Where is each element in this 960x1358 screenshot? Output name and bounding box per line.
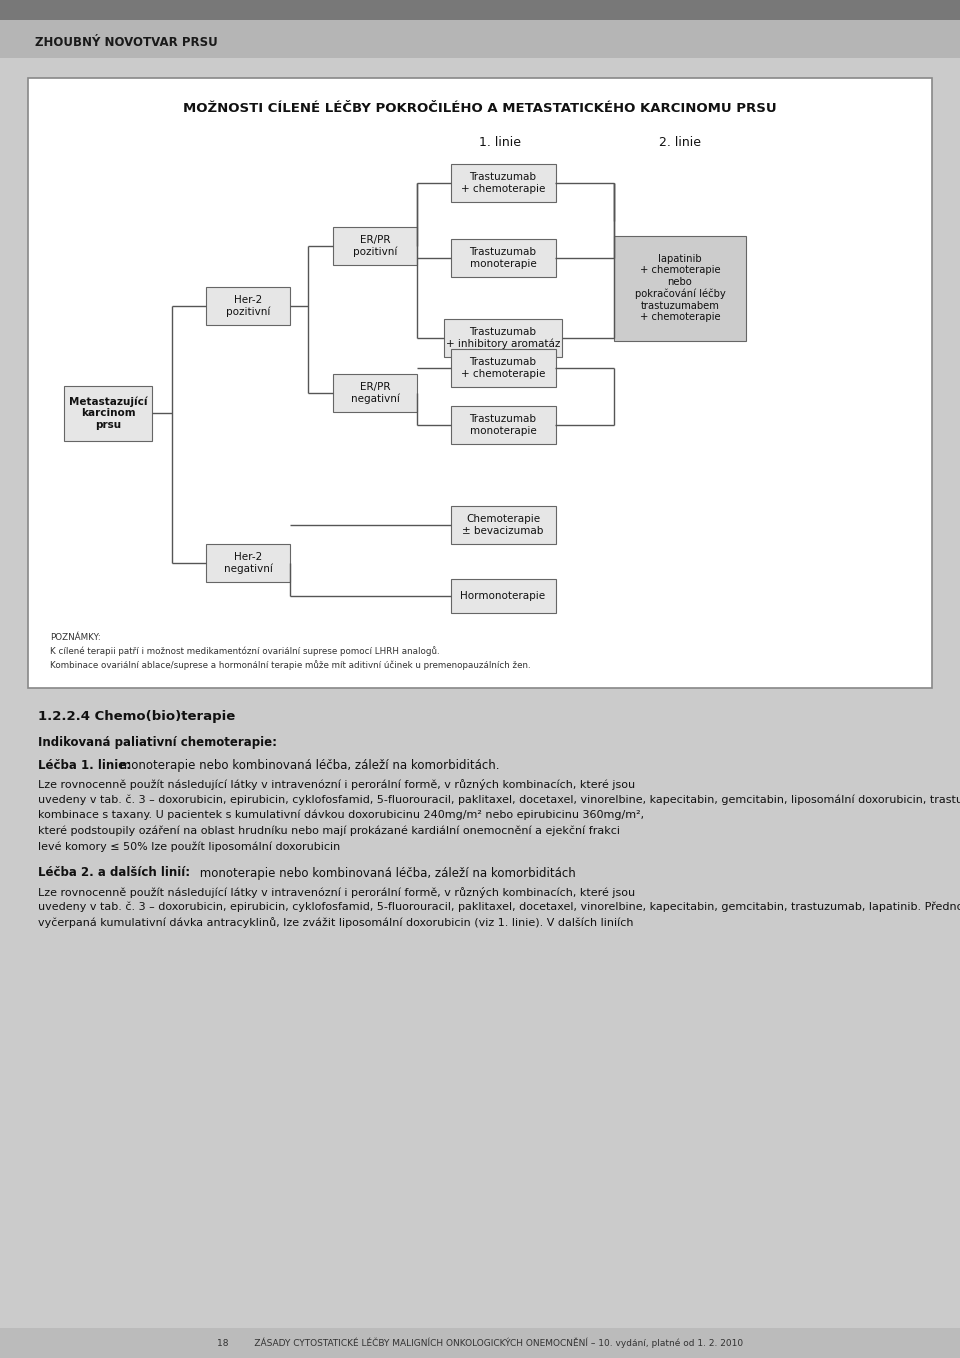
Bar [450, 507, 556, 545]
Text: Indikovaná paliativní chemoterapie:: Indikovaná paliativní chemoterapie: [38, 736, 277, 750]
Text: levé komory ≤ 50% lze použít liposomální doxorubicin: levé komory ≤ 50% lze použít liposomální… [38, 841, 340, 851]
Bar [333, 373, 417, 411]
Text: ER/PR
pozitivní: ER/PR pozitivní [353, 235, 397, 257]
Text: Chemoterapie
± bevacizumab: Chemoterapie ± bevacizumab [463, 515, 543, 536]
Text: Léčba 1. linie:: Léčba 1. linie: [38, 759, 132, 771]
Text: 1.2.2.4 Chemo(bio)terapie: 1.2.2.4 Chemo(bio)terapie [38, 710, 235, 722]
Bar [333, 227, 417, 265]
Text: Her-2
negativní: Her-2 negativní [224, 551, 273, 574]
Text: Léčba 2. a dalších linií:: Léčba 2. a dalších linií: [38, 866, 190, 880]
Text: 18         ZÁSADY CYTOSTATICKÉ LÉČBY MALIGNÍCH ONKOLOGICKÝCH ONEMOCNĚNÍ – 10. vy: 18 ZÁSADY CYTOSTATICKÉ LÉČBY MALIGNÍCH O… [217, 1338, 743, 1348]
Bar [450, 406, 556, 444]
Bar [0, 0, 960, 58]
Text: Trastuzumab
monoterapie: Trastuzumab monoterapie [469, 414, 537, 436]
Text: uvedeny v tab. č. 3 – doxorubicin, epirubicin, cyklofosfamid, 5-fluorouracil, pa: uvedeny v tab. č. 3 – doxorubicin, epiru… [38, 902, 960, 913]
Text: Trastuzumab
+ chemoterapie: Trastuzumab + chemoterapie [461, 172, 545, 194]
Bar [450, 164, 556, 202]
Text: Her-2
pozitivní: Her-2 pozitivní [226, 295, 270, 318]
Text: Lze rovnocenně použít následující látky v intravenózní i perorální formě, v různ: Lze rovnocenně použít následující látky … [38, 887, 636, 898]
Text: monoterapie nebo kombinovaná léčba, záleží na komorbiditách: monoterapie nebo kombinovaná léčba, zále… [196, 866, 576, 880]
Text: kombinace s taxany. U pacientek s kumulativní dávkou doxorubicinu 240mg/m² nebo : kombinace s taxany. U pacientek s kumula… [38, 809, 644, 820]
Text: Trastuzumab
monoterapie: Trastuzumab monoterapie [469, 247, 537, 269]
Text: Trastuzumab
+ inhibitory aromatáz: Trastuzumab + inhibitory aromatáz [445, 327, 561, 349]
Text: uvedeny v tab. č. 3 – doxorubicin, epirubicin, cyklofosfamid, 5-fluorouracil, pa: uvedeny v tab. č. 3 – doxorubicin, epiru… [38, 794, 960, 805]
Text: Hormonoterapie: Hormonoterapie [461, 591, 545, 602]
Text: které podstoupily ozáření na oblast hrudníku nebo mají prokázané kardiální onemo: které podstoupily ozáření na oblast hrud… [38, 826, 620, 837]
Text: lapatinib
+ chemoterapie
nebo
pokračování léčby
trastuzumabem
+ chemoterapie: lapatinib + chemoterapie nebo pokračován… [635, 254, 726, 322]
Text: 1. linie: 1. linie [479, 137, 521, 149]
Text: Trastuzumab
+ chemoterapie: Trastuzumab + chemoterapie [461, 357, 545, 379]
Bar [450, 239, 556, 277]
Text: vyčerpaná kumulativní dávka antracyklinů, lze zvážit liposomální doxorubicin (vi: vyčerpaná kumulativní dávka antracyklinů… [38, 918, 634, 929]
Text: 2. linie: 2. linie [659, 137, 701, 149]
Bar [28, 77, 932, 689]
Text: MOŽNOSTI CÍLENÉ LÉČBY POKROČILÉHO A METASTATICKÉHO KARCINOMU PRSU: MOŽNOSTI CÍLENÉ LÉČBY POKROČILÉHO A META… [183, 102, 777, 114]
Bar [450, 579, 556, 612]
Bar [614, 235, 746, 341]
Text: Lze rovnocenně použít následující látky v intravenózní i perorální formě, v různ: Lze rovnocenně použít následující látky … [38, 779, 636, 790]
Text: ZHOUBNÝ NOVOTVAR PRSU: ZHOUBNÝ NOVOTVAR PRSU [35, 35, 218, 49]
Bar [206, 545, 290, 583]
Bar [0, 20, 960, 58]
Bar [0, 1328, 960, 1358]
Text: POZNÁMKY:
K cílené terapii patří i možnost medikamentózní ovariální suprese pomo: POZNÁMKY: K cílené terapii patří i možno… [50, 633, 531, 669]
Text: ER/PR
negativní: ER/PR negativní [350, 382, 399, 405]
Text: monoterapie nebo kombinovaná léčba, záleží na komorbiditách.: monoterapie nebo kombinovaná léčba, zále… [116, 759, 499, 771]
Text: Metastazující
karcinom
prsu: Metastazující karcinom prsu [69, 397, 147, 430]
Bar [450, 349, 556, 387]
Bar [64, 386, 152, 440]
Bar [444, 319, 562, 357]
Bar [206, 287, 290, 325]
Bar [0, 0, 960, 20]
